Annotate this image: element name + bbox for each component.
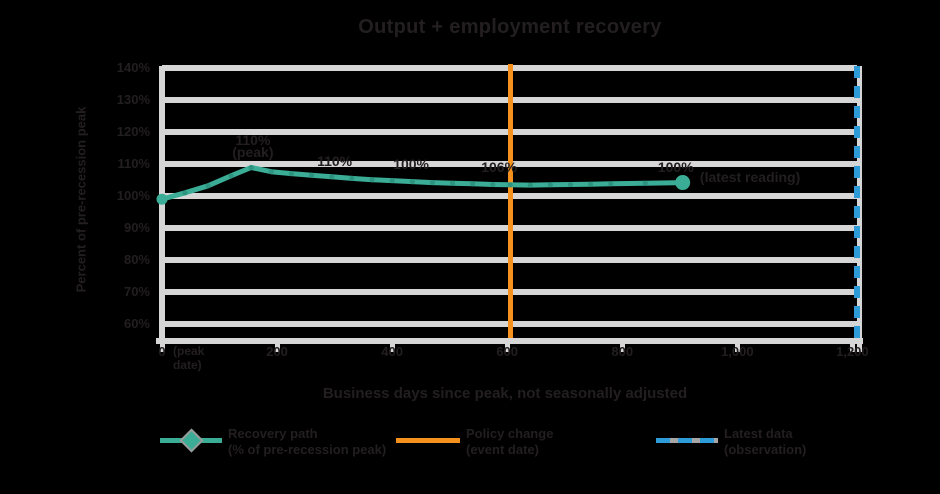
x-axis-title: Business days since peak, not seasonally… bbox=[322, 385, 688, 402]
series-point-marker bbox=[228, 173, 234, 179]
y-tick-label: 70% bbox=[123, 284, 150, 299]
data-label: 100% bbox=[393, 156, 430, 172]
y-tick-label: 100% bbox=[116, 188, 150, 203]
series-point-marker bbox=[490, 181, 496, 188]
y-tick-label: 60% bbox=[123, 316, 150, 331]
series-point-marker bbox=[449, 180, 456, 186]
x-axis-tick bbox=[390, 338, 396, 352]
series-point-marker bbox=[389, 178, 395, 184]
legend-swatch-orange-line bbox=[396, 438, 460, 443]
y-tick-label: 130% bbox=[116, 92, 150, 107]
x-axis-tick bbox=[735, 338, 741, 352]
x-axis-tick bbox=[505, 338, 511, 352]
legend-diamond-marker-icon bbox=[179, 428, 204, 453]
x-tick-label: 600 bbox=[496, 344, 519, 359]
chart-title: Output + employment recovery bbox=[358, 16, 662, 38]
series-point-marker bbox=[642, 180, 648, 186]
series-point-marker bbox=[349, 175, 355, 181]
series-point-marker bbox=[588, 181, 594, 187]
y-tick-label: 120% bbox=[116, 124, 150, 139]
data-label: 110% bbox=[317, 152, 353, 169]
data-label: 106% bbox=[481, 159, 518, 176]
x-axis-tick bbox=[850, 338, 856, 352]
x-tick-label: 1,000 bbox=[721, 344, 754, 359]
series-point-marker bbox=[429, 180, 435, 186]
y-tick-label: 90% bbox=[123, 220, 150, 235]
legend-swatch-blue-dashed bbox=[656, 438, 718, 443]
x-axis-tick bbox=[275, 338, 281, 352]
y-tick-label: 110% bbox=[117, 156, 150, 171]
series-point-marker bbox=[527, 182, 533, 188]
series-point-marker bbox=[680, 180, 686, 186]
series-point-marker bbox=[369, 177, 375, 183]
series-point-marker bbox=[329, 174, 335, 180]
x-tick-label: 800 bbox=[611, 344, 634, 359]
series-point-marker bbox=[205, 183, 211, 189]
legend-item-label: Recovery path (% of pre-recession peak) bbox=[228, 426, 387, 457]
series-point-marker bbox=[567, 181, 574, 188]
data-label: (latest reading) bbox=[699, 168, 801, 185]
x-tick-label: 200 bbox=[266, 344, 288, 359]
series-end-marker bbox=[675, 175, 691, 191]
x-tick-label: 400 bbox=[381, 344, 403, 359]
legend-item-label: Policy change (event date) bbox=[466, 426, 554, 457]
series-point-marker bbox=[470, 181, 476, 187]
event-vline bbox=[508, 64, 514, 338]
legend-item-label: Latest data (observation) bbox=[724, 426, 807, 457]
x-tick-label: 0 bbox=[158, 344, 166, 359]
data-label: 100% bbox=[657, 159, 694, 176]
y-tick-label: 140% bbox=[116, 60, 150, 75]
series-point-marker bbox=[409, 179, 415, 185]
series-point-marker bbox=[309, 172, 315, 178]
series-point-marker bbox=[608, 181, 614, 187]
y-axis-line bbox=[159, 66, 165, 343]
y-tick-label: 80% bbox=[123, 252, 150, 267]
latest-vline bbox=[854, 66, 860, 338]
x-axis-tick bbox=[620, 338, 626, 352]
data-label: 110% (peak) bbox=[232, 132, 274, 161]
series-point-marker bbox=[547, 182, 553, 188]
series-point-marker bbox=[288, 171, 294, 177]
x-axis-note: (peak date) bbox=[173, 344, 205, 372]
x-axis-tick bbox=[160, 338, 165, 352]
series-point-marker bbox=[268, 169, 274, 175]
y-axis-title: Percent of pre-recession peak bbox=[73, 106, 89, 293]
x-tick-label: 1,200 bbox=[836, 344, 869, 359]
